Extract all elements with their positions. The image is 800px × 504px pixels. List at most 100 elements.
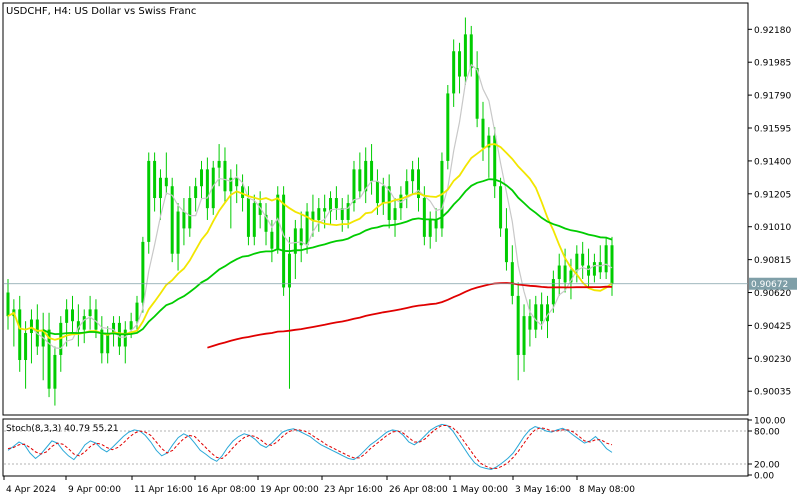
candle-body — [510, 262, 514, 296]
candle — [487, 127, 491, 178]
candle — [575, 245, 579, 283]
candle-body — [299, 228, 303, 246]
candle — [223, 147, 227, 204]
candle — [510, 245, 514, 305]
time-tick-label: 1 May 00:00 — [452, 485, 508, 495]
stoch-tick-label: 100.00 — [754, 417, 786, 427]
candle-body — [411, 169, 415, 182]
candle — [452, 39, 456, 107]
candle — [194, 177, 198, 212]
candle — [481, 101, 485, 161]
candle-body — [428, 219, 432, 237]
candle-body — [29, 319, 33, 334]
candle-body — [358, 169, 362, 192]
candle-body — [200, 169, 204, 187]
stoch-main-line — [7, 423, 613, 471]
time-tick-label: 16 Apr 08:00 — [197, 485, 256, 495]
candle-body — [287, 253, 291, 288]
candle-body — [581, 253, 585, 266]
stoch-tick-label: 20.00 — [754, 461, 780, 471]
time-tick-label: 9 Apr 00:00 — [68, 485, 121, 495]
candle — [416, 157, 420, 212]
candle — [569, 258, 573, 300]
price-tick-label: 0.91985 — [754, 59, 791, 69]
candle — [112, 316, 116, 347]
candle-body — [575, 253, 579, 271]
candle-body — [94, 309, 98, 330]
candle-body — [241, 186, 245, 199]
candle — [6, 279, 10, 330]
price-tick-label: 0.90425 — [754, 322, 791, 332]
time-tick-label: 8 May 08:00 — [579, 485, 635, 495]
candle-body — [112, 322, 116, 334]
candle-body — [469, 34, 473, 69]
candle-body — [481, 118, 485, 148]
candle-body — [258, 203, 262, 215]
candle-body — [141, 241, 145, 303]
candle-body — [393, 208, 397, 220]
candle — [463, 17, 467, 85]
candle-body — [434, 219, 438, 229]
stoch-tick-label: 0.00 — [754, 472, 774, 482]
candle-body — [293, 228, 297, 254]
candle — [123, 321, 127, 364]
candle-body — [540, 304, 544, 322]
candle-body — [282, 194, 286, 288]
candle-body — [276, 194, 280, 249]
candle — [522, 304, 526, 372]
candle-body — [569, 270, 573, 283]
candle — [434, 208, 438, 242]
chart-title: USDCHF, H4: US Dollar vs Swiss Franc — [6, 6, 196, 17]
candle — [65, 299, 69, 347]
stoch-label: Stoch(8,3,3) 40.79 55.21 — [6, 424, 119, 434]
candle — [504, 208, 508, 271]
price-tick-label: 0.90815 — [754, 256, 791, 266]
candle — [340, 198, 344, 232]
candle — [393, 198, 397, 237]
candle — [370, 144, 374, 195]
price-tick-label: 0.90620 — [754, 289, 791, 299]
candle — [587, 248, 591, 288]
candle-body — [311, 211, 315, 220]
candle-body — [71, 309, 75, 322]
candle — [399, 186, 403, 220]
candle — [334, 186, 338, 220]
candle — [352, 160, 356, 212]
candle — [76, 304, 80, 347]
candle-body — [364, 160, 368, 192]
candle — [147, 152, 151, 254]
candle — [24, 321, 28, 389]
candle — [287, 236, 291, 389]
current-price-box — [749, 277, 797, 290]
candle — [29, 309, 33, 364]
price-tick-label: 0.91400 — [754, 157, 791, 167]
candle — [598, 245, 602, 280]
candle-body — [493, 135, 497, 187]
price-tick-label: 0.92180 — [754, 26, 791, 36]
candle-body — [53, 354, 57, 389]
candle-body — [135, 302, 139, 322]
candle — [235, 164, 239, 204]
candle-body — [170, 186, 174, 254]
candle-body — [153, 160, 157, 199]
candle — [534, 295, 538, 339]
candle-body — [598, 262, 602, 273]
ma-gray-line — [7, 63, 613, 350]
candle — [592, 253, 596, 283]
candle — [106, 326, 110, 364]
candle — [18, 295, 22, 372]
candle — [82, 309, 86, 344]
candle-body — [487, 135, 491, 148]
candle — [164, 152, 168, 195]
candle-body — [551, 279, 555, 305]
candle-body — [610, 245, 614, 285]
candle — [528, 299, 532, 347]
time-tick-label: 3 May 16:00 — [515, 485, 571, 495]
candle — [299, 211, 303, 263]
time-tick-label: 11 Apr 16:00 — [134, 485, 193, 495]
candle — [446, 84, 450, 170]
candle — [311, 194, 315, 237]
